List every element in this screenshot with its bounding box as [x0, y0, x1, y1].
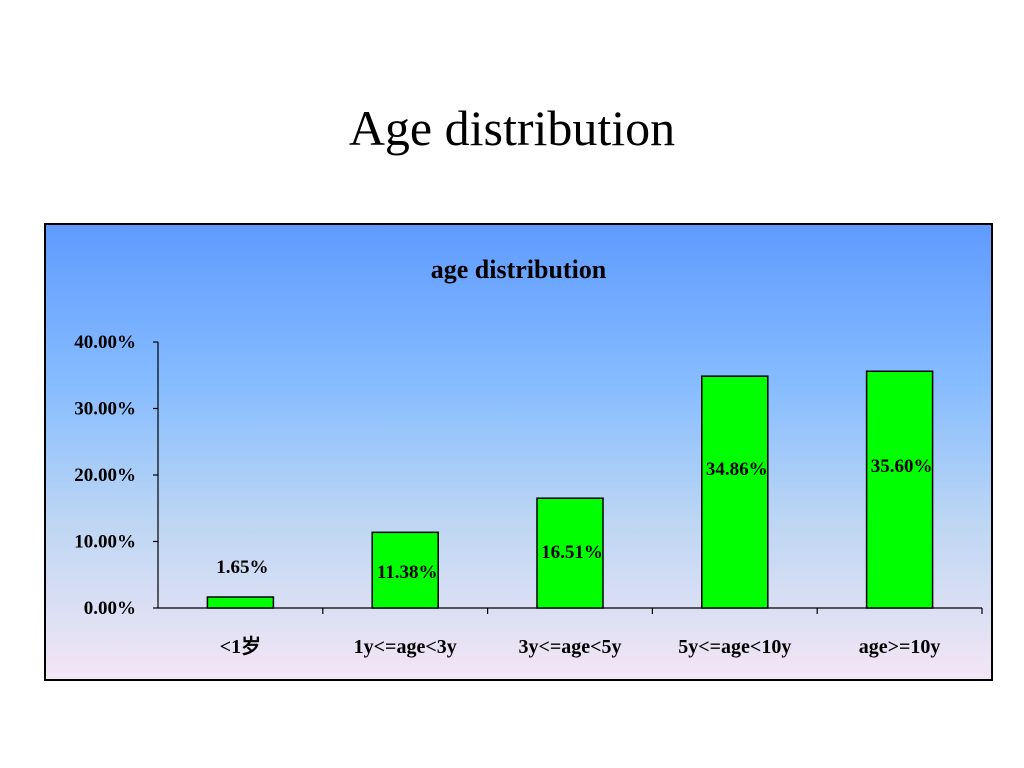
y-tick-label: 30.00% — [74, 399, 136, 420]
x-category-label: age>=10y — [859, 636, 941, 658]
bar — [701, 375, 769, 609]
data-label: 11.38% — [377, 562, 438, 583]
bar-chart: 0.00% 10.00% 20.00% 30.00% 40.00% <1岁 1.65% 1y<… — [74, 332, 983, 658]
x-category-label: 1y<=age<3y — [354, 636, 457, 658]
slide-title: Age distribution — [348, 100, 676, 156]
y-tick-label: 0.00% — [84, 598, 136, 619]
bar — [865, 370, 934, 609]
chart-area: age distribution 0.00% 10.00% 20.00% 30.00%… — [44, 223, 993, 681]
y-tick-label: 20.00% — [74, 465, 136, 486]
data-label: 16.51% — [541, 542, 603, 563]
data-label: 1.65% — [216, 557, 268, 578]
data-label: 34.86% — [706, 459, 768, 480]
data-label: 35.60% — [871, 456, 933, 477]
x-category-label: 3y<=age<5y — [518, 636, 621, 658]
chart-title: age distribution — [430, 255, 607, 284]
x-category-label: 5y<=age<10y — [678, 636, 791, 658]
bar — [536, 497, 604, 609]
y-tick-label: 10.00% — [74, 532, 136, 553]
y-tick-label: 40.00% — [74, 332, 136, 353]
bar — [206, 596, 275, 609]
bar — [371, 531, 439, 609]
x-category-label: <1岁 — [220, 634, 261, 658]
